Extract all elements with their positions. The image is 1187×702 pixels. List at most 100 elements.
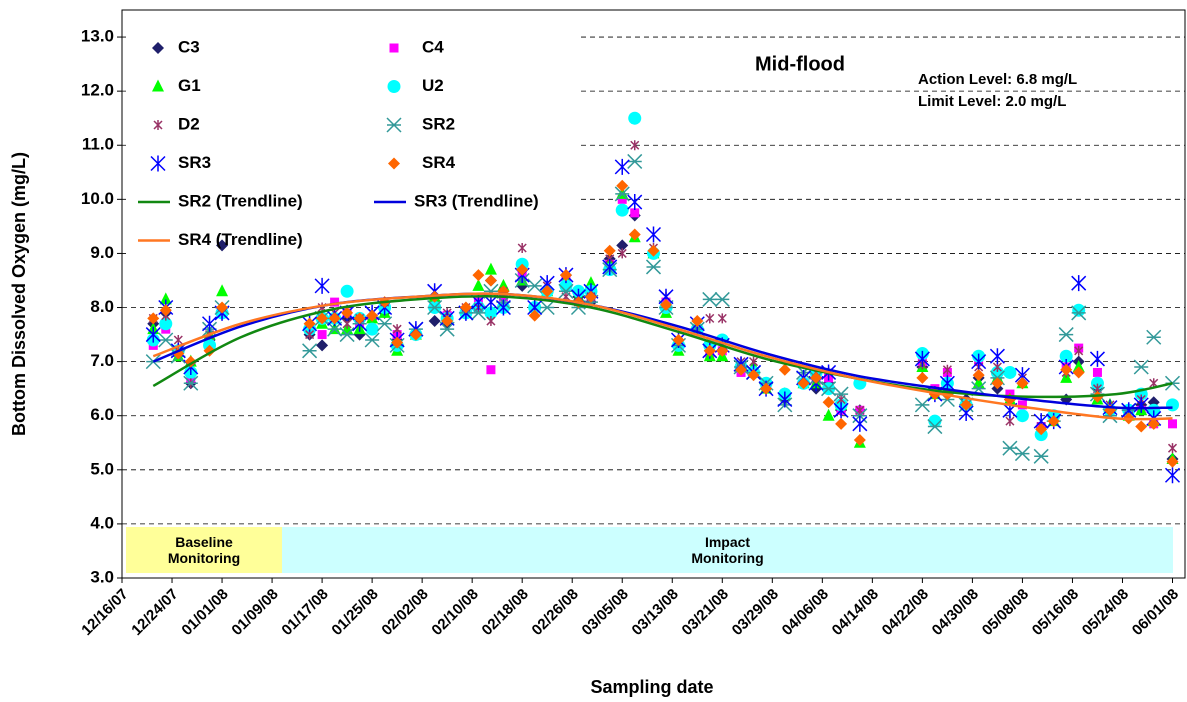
x-tick-label: 01/09/08 — [228, 586, 281, 639]
x-tick-label: 03/29/08 — [729, 586, 782, 639]
marker — [516, 263, 529, 276]
marker — [441, 315, 454, 328]
marker — [517, 243, 527, 254]
marker — [472, 269, 485, 282]
marker — [486, 316, 496, 327]
marker — [991, 377, 1004, 390]
marker — [852, 408, 868, 424]
marker — [528, 309, 541, 322]
marker — [486, 365, 496, 375]
x-tick-label: 05/08/08 — [979, 586, 1032, 639]
marker — [302, 343, 318, 359]
legend-label: SR3 (Trendline) — [414, 191, 539, 210]
marker — [990, 365, 1004, 379]
trendline — [152, 295, 1173, 399]
x-axis-title: Sampling date — [590, 677, 713, 697]
marker — [942, 364, 952, 375]
period-band: Impact Monitoring — [282, 527, 1173, 573]
marker — [1072, 303, 1086, 317]
x-tick-label: 02/26/08 — [529, 586, 582, 639]
marker — [1003, 365, 1017, 379]
marker — [914, 397, 930, 413]
marker — [702, 291, 718, 307]
marker — [1033, 448, 1049, 464]
marker — [628, 228, 641, 241]
legend-label: SR2 (Trendline) — [178, 191, 303, 210]
x-tick-label: 03/21/08 — [679, 586, 732, 639]
x-tick-label: 12/24/07 — [128, 586, 181, 639]
marker — [1133, 396, 1149, 413]
marker — [316, 339, 329, 352]
marker — [833, 402, 849, 419]
marker — [558, 283, 574, 299]
marker — [409, 328, 422, 341]
y-tick-label: 13.0 — [81, 27, 114, 46]
marker — [1015, 409, 1029, 423]
marker — [216, 301, 229, 314]
marker — [810, 371, 823, 384]
series — [147, 179, 1179, 468]
marker — [714, 291, 730, 307]
marker — [159, 292, 172, 305]
y-tick-label: 7.0 — [90, 351, 114, 370]
marker — [1059, 349, 1073, 363]
marker — [821, 381, 837, 397]
marker — [1071, 305, 1087, 321]
annotation: Action Level: 6.8 mg/L — [918, 71, 1077, 88]
legend-label: C4 — [422, 37, 444, 56]
marker — [428, 315, 441, 328]
legend-marker — [388, 157, 400, 170]
legend-label: SR4 (Trendline) — [178, 230, 303, 249]
x-tick-label: 12/16/07 — [78, 586, 131, 639]
y-tick-label: 11.0 — [82, 135, 114, 154]
marker — [484, 274, 497, 287]
marker — [472, 278, 485, 291]
marker — [341, 306, 354, 319]
marker — [1002, 440, 1018, 456]
marker — [747, 369, 760, 382]
marker — [1072, 366, 1085, 379]
plot-frame — [121, 9, 1186, 579]
marker — [159, 317, 173, 331]
marker — [778, 363, 791, 376]
marker — [328, 312, 341, 325]
y-tick-label: 6.0 — [90, 405, 114, 424]
legend-label: C3 — [178, 37, 200, 56]
marker — [615, 203, 629, 217]
marker — [916, 371, 929, 384]
marker — [539, 299, 555, 316]
marker — [183, 375, 199, 391]
marker — [777, 391, 793, 408]
marker — [660, 298, 673, 311]
marker — [797, 377, 810, 390]
marker — [705, 313, 715, 324]
marker — [353, 312, 366, 325]
y-tick-label: 8.0 — [90, 297, 114, 316]
y-axis-title: Bottom Dissolved Oxygen (mg/L) — [9, 152, 29, 436]
marker — [364, 332, 380, 348]
marker — [1058, 327, 1074, 343]
x-tick-label: 04/14/08 — [829, 586, 882, 639]
marker — [366, 309, 379, 322]
marker — [972, 369, 985, 382]
marker — [459, 301, 472, 314]
x-tick-label: 05/24/08 — [1079, 586, 1132, 639]
marker — [616, 239, 629, 252]
marker — [616, 179, 629, 192]
marker — [614, 158, 630, 175]
legend-label: G1 — [178, 76, 201, 95]
marker — [1135, 420, 1148, 433]
marker — [365, 322, 379, 336]
legend-marker — [153, 120, 163, 130]
marker — [1133, 359, 1149, 375]
marker — [989, 348, 1005, 365]
marker — [735, 363, 748, 376]
legend-label: SR4 — [422, 153, 456, 172]
x-tick-label: 01/17/08 — [278, 586, 331, 639]
marker — [147, 312, 160, 325]
marker — [822, 408, 835, 421]
marker — [391, 336, 404, 349]
period-label: Impact Monitoring — [691, 534, 764, 566]
